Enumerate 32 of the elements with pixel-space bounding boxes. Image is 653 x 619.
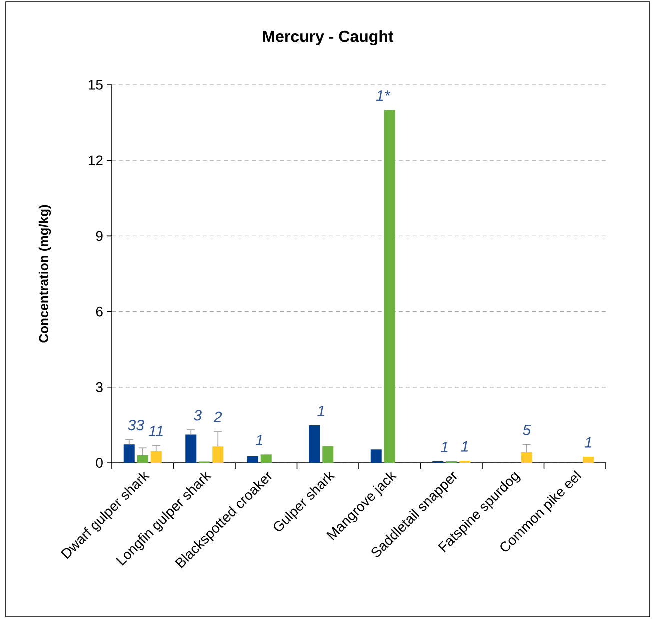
bar	[583, 456, 594, 463]
annotation: 1	[441, 442, 448, 452]
bar	[186, 434, 197, 463]
y-axis-title: Concentration (mg/kg)	[38, 205, 52, 343]
bar	[150, 451, 162, 463]
bar	[260, 454, 272, 463]
annotation: 3	[194, 410, 202, 421]
annotation: 1	[318, 406, 324, 416]
y-tick-label: 15	[88, 80, 103, 90]
y-tick-label: 3	[96, 382, 103, 392]
y-tick-label: 12	[88, 156, 103, 166]
y-tick-label: 0	[96, 458, 103, 468]
bar	[124, 444, 135, 463]
bar	[309, 425, 320, 463]
y-tick-label: 9	[96, 231, 103, 242]
annotation: 1	[256, 435, 263, 446]
bar	[521, 452, 532, 463]
annotation: 5	[523, 424, 532, 436]
annotation: 11	[148, 426, 163, 436]
annotation: 1	[584, 437, 592, 448]
annotation: 1	[461, 441, 468, 452]
bar	[247, 456, 258, 463]
bar	[370, 450, 382, 463]
chart-title: Mercury - Caught	[263, 30, 394, 46]
annotation: 1*	[376, 90, 391, 101]
bar	[322, 446, 334, 463]
annotation: 2	[214, 412, 222, 422]
annotation: 33	[128, 420, 144, 431]
bar	[384, 110, 396, 463]
y-tick-label: 6	[96, 306, 103, 317]
bar	[137, 455, 148, 463]
bar	[212, 446, 224, 463]
